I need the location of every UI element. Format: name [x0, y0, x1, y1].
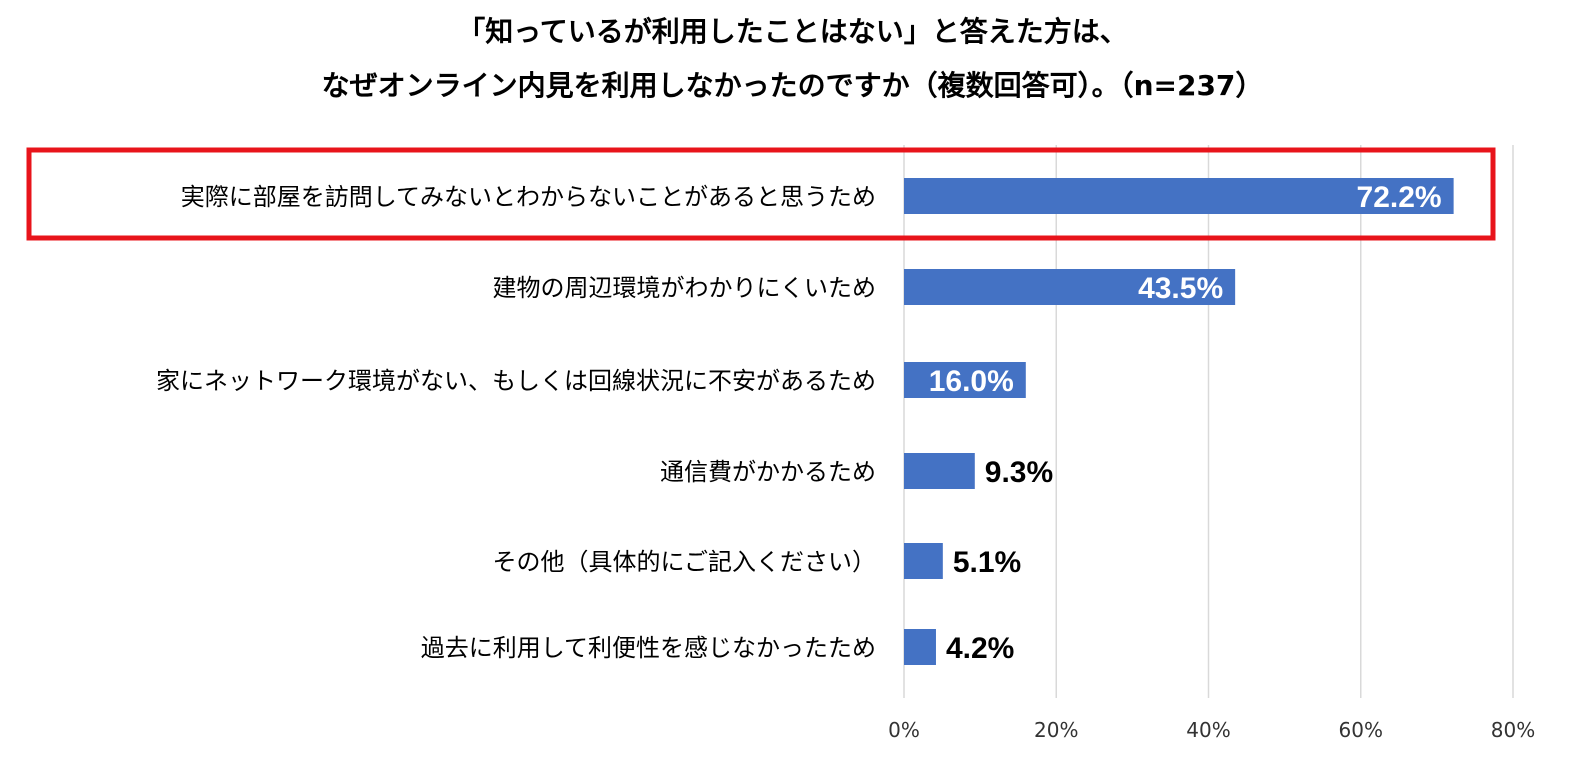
data-label: 9.3%	[985, 456, 1053, 489]
data-label: 16.0%	[929, 365, 1014, 398]
category-label: 家にネットワーク環境がない、もしくは回線状況に不安があるため	[156, 367, 876, 395]
bar	[904, 178, 1454, 214]
data-label: 43.5%	[1138, 272, 1223, 305]
bar	[904, 629, 936, 665]
category-label: その他（具体的にご記入ください）	[492, 548, 876, 576]
highlight-box	[26, 147, 1496, 241]
chart-title-line-2: なぜオンライン内見を利用しなかったのですか（複数回答可）。（n=237）	[321, 69, 1264, 102]
x-tick-label: 60%	[1339, 718, 1383, 742]
data-label: 4.2%	[946, 632, 1014, 665]
chart-title-line-1: 「知っているが利用したことはない」と答えた方は、	[457, 15, 1128, 48]
category-label: 建物の周辺環境がわかりにくいため	[492, 274, 876, 302]
x-tick-label: 80%	[1491, 718, 1535, 742]
data-label: 72.2%	[1357, 181, 1442, 214]
bar	[904, 453, 975, 489]
data-label: 5.1%	[953, 546, 1021, 579]
category-label: 実際に部屋を訪問してみないとわからないことがあると思うため	[181, 183, 876, 211]
category-label: 通信費がかかるため	[660, 458, 876, 486]
x-tick-label: 20%	[1034, 718, 1078, 742]
category-label: 過去に利用して利便性を感じなかったため	[421, 634, 876, 662]
bar	[904, 362, 1026, 398]
x-tick-label: 40%	[1186, 718, 1230, 742]
bar	[904, 269, 1236, 305]
bar	[904, 543, 943, 579]
x-tick-label: 0%	[888, 718, 920, 742]
